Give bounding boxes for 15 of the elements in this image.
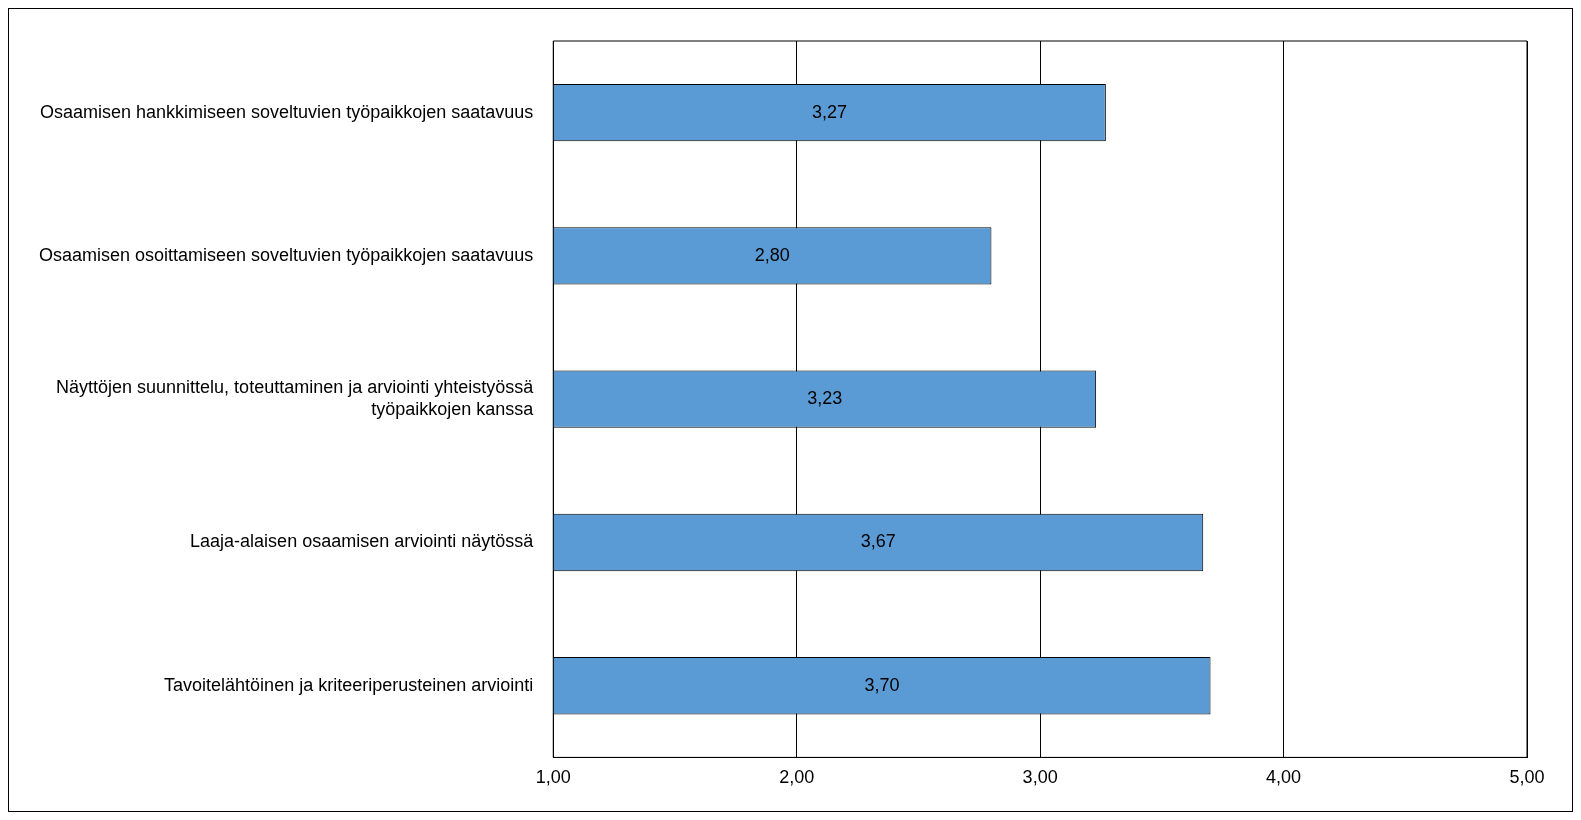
data-label: 3,70 (864, 674, 900, 695)
y-tick-label: Osaamisen hankkimiseen soveltuvien työpaikkojen saatavuus (39, 101, 534, 122)
data-label: 3,67 (860, 531, 896, 552)
x-tick-label: 2,00 (779, 767, 815, 788)
data-label: 2,80 (754, 244, 790, 265)
x-tick-label: 3,00 (1022, 767, 1058, 788)
y-tick-label: Laaja-alaisen osaamisen arviointi näytössä (190, 531, 535, 552)
x-tick-label: 5,00 (1509, 767, 1545, 788)
y-tick-label: Osaamisen osoittamiseen soveltuvien työpaikkojen saatavuus (38, 244, 534, 265)
x-tick-label: 1,00 (535, 767, 571, 788)
y-tick-label: Tavoitelähtöinen ja kriteeriperusteinen arviointi (164, 674, 534, 695)
data-label: 3,27 (812, 101, 848, 122)
y-tick-label: Näyttöjen suunnittelu, toteuttaminen ja arviointi yhteistyössä työpaikkojen kanssa (56, 377, 535, 419)
x-tick-label: 4,00 (1266, 767, 1302, 788)
data-label: 3,23 (807, 388, 843, 409)
